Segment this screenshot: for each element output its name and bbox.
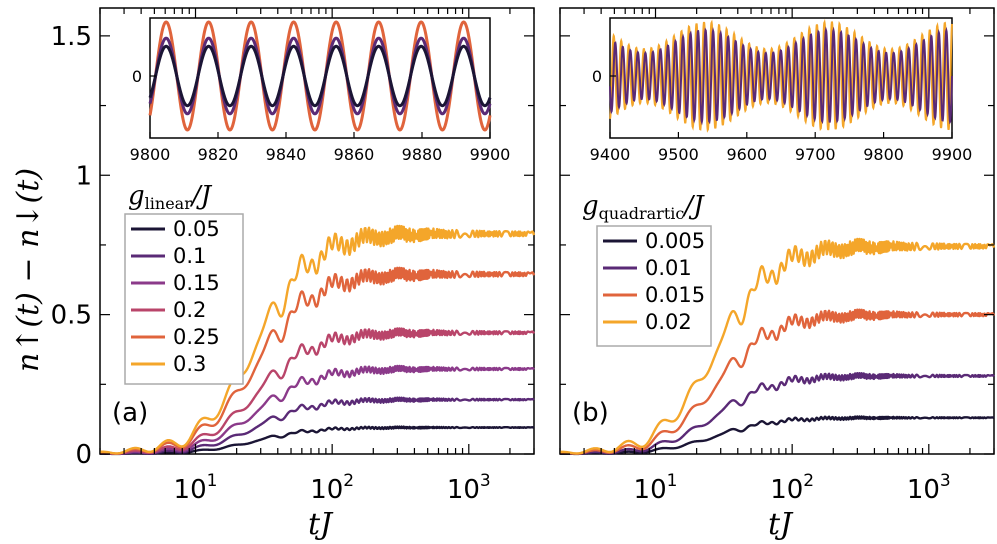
panel-b-x-axis-label: tJ <box>768 507 794 542</box>
y-tick-label: 1 <box>75 161 92 191</box>
series-line-0.05 <box>99 425 535 456</box>
inset-x-tick-label: 9900 <box>932 145 973 164</box>
series-line-0.02 <box>559 237 996 455</box>
inset-x-tick-label: 9700 <box>795 145 836 164</box>
series-line-0.25 <box>99 266 536 455</box>
panel-a: 0 0.5 1 1.5 101 102 103 (a) tJ glinear/J 0.05… <box>51 7 536 542</box>
panel-b-legend-box <box>596 225 712 347</box>
series-line-0.015 <box>559 308 996 455</box>
panel-a-label: (a) <box>112 398 148 428</box>
inset-x-tick-label: 9860 <box>334 145 375 164</box>
series-line-0.005 <box>559 415 995 456</box>
inset-x-tick-label: 9500 <box>658 145 699 164</box>
inset-y-tick-label: 0 <box>592 67 602 86</box>
inset-y-tick-label: 0 <box>132 67 142 86</box>
legend-label: 0.02 <box>645 310 692 334</box>
panel-a-frame <box>99 7 535 455</box>
legend-label: 0.3 <box>173 352 206 376</box>
panel-a-x-axis-label: tJ <box>308 507 334 542</box>
series-line-0.1 <box>99 396 535 456</box>
legend-label: 0.05 <box>173 217 220 241</box>
series-line-0.2 <box>99 327 536 455</box>
panel-b-frame <box>559 7 995 455</box>
x-tick-label: 102 <box>310 471 354 505</box>
panel-a-inset: 9800 9820 9840 9860 9880 9900 0 <box>130 17 511 164</box>
panel-b-legend: gquadrartic/J 0.005 0.01 0.015 0.02 <box>582 191 712 347</box>
series-line-0.3 <box>99 224 536 455</box>
y-axis-label: n↑(t) − n↓(t) <box>11 168 46 372</box>
inset-x-tick-label: 9600 <box>726 145 767 164</box>
inset-x-tick-label: 9880 <box>402 145 443 164</box>
inset-x-tick-label: 9840 <box>266 145 307 164</box>
panel-a-legend: glinear/J 0.05 0.1 0.15 0.2 0.25 0.3 <box>124 181 244 385</box>
legend-label: 0.01 <box>645 256 692 280</box>
panel-b-legend-title: gquadrartic/J <box>582 191 705 223</box>
x-tick-label: 102 <box>770 471 814 505</box>
x-tick-label: 101 <box>634 471 678 505</box>
panel-a-series <box>99 224 536 456</box>
panel-a-legend-box <box>124 213 244 385</box>
panel-b-inset: 9400 9500 9600 9700 9800 9900 0 <box>590 17 973 164</box>
series-line-0.15 <box>99 364 535 455</box>
inset-series-line <box>609 26 953 126</box>
x-tick-label: 101 <box>174 471 218 505</box>
inset-x-tick-label: 9900 <box>470 145 511 164</box>
x-tick-label: 103 <box>907 471 951 505</box>
legend-label: 0.1 <box>173 244 206 268</box>
y-tick-label: 1.5 <box>51 22 92 52</box>
legend-label: 0.015 <box>645 283 705 307</box>
legend-label: 0.005 <box>645 229 705 253</box>
legend-label: 0.25 <box>173 325 220 349</box>
y-tick-label: 0.5 <box>51 301 92 331</box>
panel-b-series <box>559 237 996 456</box>
inset-x-tick-label: 9400 <box>590 145 631 164</box>
inset-x-tick-label: 9820 <box>198 145 239 164</box>
legend-label: 0.2 <box>173 298 206 322</box>
inset-x-tick-label: 9800 <box>863 145 904 164</box>
inset-series-line <box>148 44 492 108</box>
x-tick-label: 103 <box>447 471 491 505</box>
series-line-0.01 <box>559 371 995 455</box>
y-tick-label: 0 <box>75 440 92 470</box>
panel-a-legend-title: glinear/J <box>128 181 213 213</box>
panel-b-label: (b) <box>572 398 609 428</box>
legend-label: 0.15 <box>173 271 220 295</box>
inset-x-tick-label: 9800 <box>130 145 171 164</box>
panel-b: 101 102 103 (b) tJ gquadrartic/J 0.005 0.01… <box>559 7 996 542</box>
